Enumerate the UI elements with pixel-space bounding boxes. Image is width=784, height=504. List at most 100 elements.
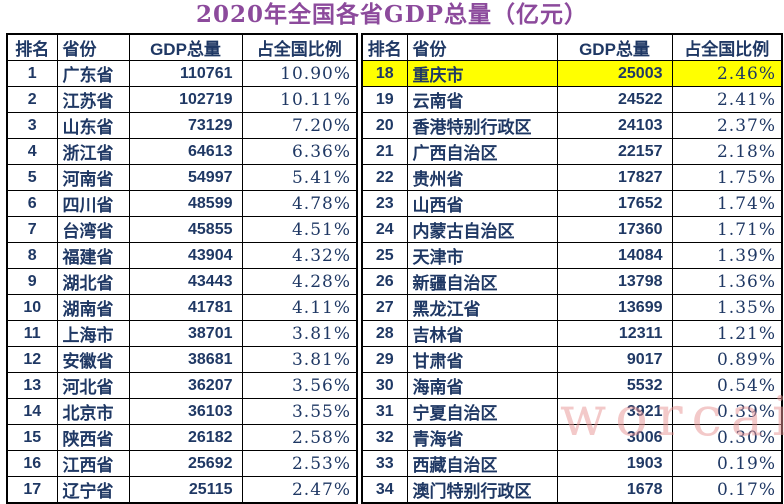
province-cell: 湖南省 [56,294,130,321]
rank-cell: 30 [361,372,408,399]
share-cell: 1.21% [671,320,783,347]
share-cell: 2.58% [241,424,358,451]
gdp-cell: 36103 [128,398,243,425]
gdp-cell: 5532 [556,372,673,399]
table-row: 17 辽宁省 25115 2.47% [6,476,358,504]
share-cell: 3.81% [241,346,358,373]
province-cell: 北京市 [56,398,130,425]
gdp-cell: 17827 [556,164,673,191]
province-cell: 安徽省 [56,346,130,373]
rank-cell: 9 [6,268,58,295]
rank-cell: 15 [6,424,58,451]
table-row: 13 河北省 36207 3.56% [6,372,358,399]
gdp-cell: 17360 [556,216,673,243]
rank-cell: 8 [6,242,58,269]
table-row: 2 江苏省 102719 10.11% [6,86,358,113]
col-header-rank: 排名 [361,33,408,61]
rank-cell: 21 [361,138,408,165]
gdp-table-left: 排名 省份 GDP总量 占全国比例 1 广东省 110761 10.90% 2 江苏省 10… [6,33,358,504]
gdp-cell: 1678 [556,476,673,504]
table-row: 32 青海省 3006 0.30% [361,424,783,451]
table-row: 16 江西省 25692 2.53% [6,450,358,477]
province-cell: 山西省 [406,190,558,217]
share-cell: 7.20% [241,112,358,139]
rank-cell: 10 [6,294,58,321]
table-row: 26 新疆自治区 13798 1.36% [361,268,783,295]
province-cell: 黑龙江省 [406,294,558,321]
col-header-gdp: GDP总量 [128,33,243,61]
share-cell: 2.46% [671,60,783,87]
rank-cell: 16 [6,450,58,477]
province-cell: 海南省 [406,372,558,399]
share-cell: 0.89% [671,346,783,373]
share-cell: 1.35% [671,294,783,321]
rank-cell: 31 [361,398,408,425]
table-row: 19 云南省 24522 2.41% [361,86,783,113]
table-row: 23 山西省 17652 1.74% [361,190,783,217]
rank-cell: 6 [6,190,58,217]
table-row: 1 广东省 110761 10.90% [6,60,358,87]
rank-cell: 26 [361,268,408,295]
share-cell: 1.39% [671,242,783,269]
rank-cell: 33 [361,450,408,477]
header-row-right: 排名 省份 GDP总量 占全国比例 [361,33,783,61]
rank-cell: 5 [6,164,58,191]
province-cell: 云南省 [406,86,558,113]
gdp-cell: 22157 [556,138,673,165]
province-cell: 四川省 [56,190,130,217]
rank-cell: 12 [6,346,58,373]
share-cell: 1.71% [671,216,783,243]
share-cell: 4.32% [241,242,358,269]
gdp-cell: 26182 [128,424,243,451]
share-cell: 3.81% [241,320,358,347]
table-row: 30 海南省 5532 0.54% [361,372,783,399]
table-row: 6 四川省 48599 4.78% [6,190,358,217]
col-header-share: 占全国比例 [241,33,358,61]
rank-cell: 19 [361,86,408,113]
table-row: 3 山东省 73129 7.20% [6,112,358,139]
col-header-province: 省份 [56,33,130,61]
gdp-cell: 110761 [128,60,243,87]
share-cell: 0.17% [671,476,783,504]
table-row: 33 西藏自治区 1903 0.19% [361,450,783,477]
share-cell: 2.53% [241,450,358,477]
gdp-cell: 73129 [128,112,243,139]
share-cell: 6.36% [241,138,358,165]
rank-cell: 13 [6,372,58,399]
table-row: 29 甘肃省 9017 0.89% [361,346,783,373]
rank-cell: 11 [6,320,58,347]
table-row: 27 黑龙江省 13699 1.35% [361,294,783,321]
share-cell: 2.37% [671,112,783,139]
page-title: 2020年全国各省GDP总量（亿元） [196,1,588,28]
province-cell: 辽宁省 [56,476,130,504]
table-row: 8 福建省 43904 4.32% [6,242,358,269]
share-cell: 4.51% [241,216,358,243]
gdp-cell: 17652 [556,190,673,217]
province-cell: 甘肃省 [406,346,558,373]
province-cell: 上海市 [56,320,130,347]
rank-cell: 2 [6,86,58,113]
gdp-cell: 38681 [128,346,243,373]
province-cell: 河南省 [56,164,130,191]
gdp-cell: 3006 [556,424,673,451]
province-cell: 浙江省 [56,138,130,165]
table-row: 9 湖北省 43443 4.28% [6,268,358,295]
gdp-cell: 43904 [128,242,243,269]
table-row: 4 浙江省 64613 6.36% [6,138,358,165]
province-cell: 江苏省 [56,86,130,113]
province-cell: 吉林省 [406,320,558,347]
province-cell: 新疆自治区 [406,268,558,295]
province-cell: 广西自治区 [406,138,558,165]
table-row: 12 安徽省 38681 3.81% [6,346,358,373]
rank-cell: 28 [361,320,408,347]
rank-cell: 25 [361,242,408,269]
rank-cell: 32 [361,424,408,451]
rank-cell: 17 [6,476,58,504]
table-row: 22 贵州省 17827 1.75% [361,164,783,191]
share-cell: 4.11% [241,294,358,321]
province-cell: 江西省 [56,450,130,477]
province-cell: 山东省 [56,112,130,139]
share-cell: 1.36% [671,268,783,295]
table-row-highlighted: 18 重庆市 25003 2.46% [361,60,783,87]
gdp-cell: 36207 [128,372,243,399]
